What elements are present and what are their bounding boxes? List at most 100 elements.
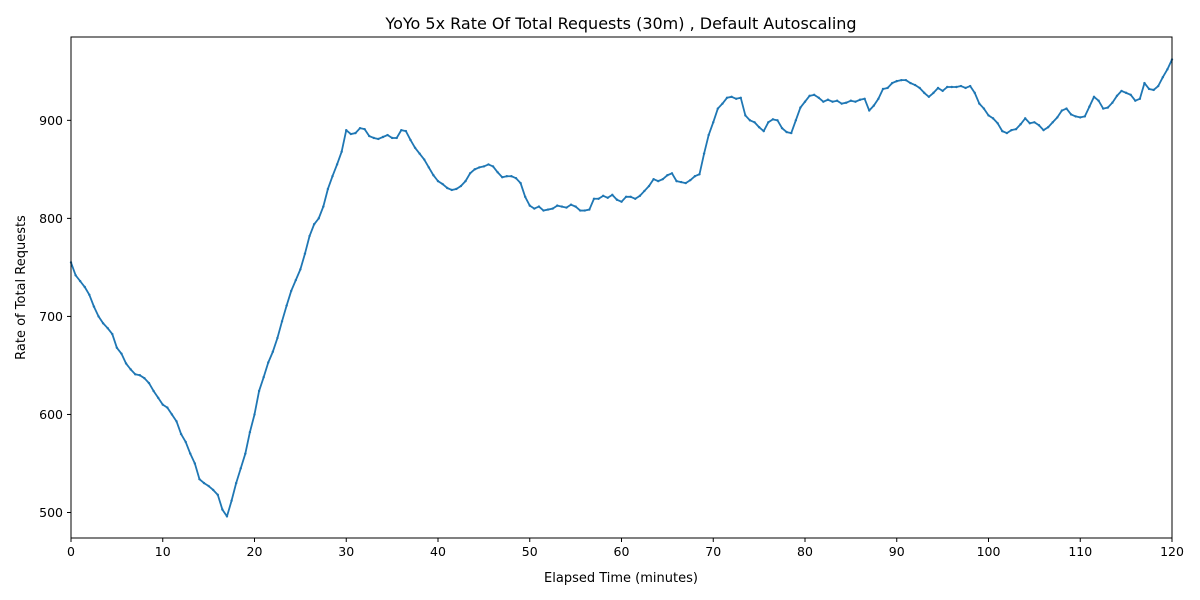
x-tick-label: 60 [614,544,630,559]
data-point [134,373,137,376]
data-point [432,174,435,177]
data-point [546,208,550,211]
data-point [1074,115,1077,118]
data-point [583,209,586,212]
data-point [666,174,669,177]
data-point [88,293,91,297]
data-point [936,86,940,90]
data-point [345,128,348,132]
data-point [1010,128,1013,132]
data-point [996,122,999,125]
data-point [322,205,325,208]
data-point [670,172,674,175]
data-point [436,179,440,183]
data-point [597,197,600,200]
data-point [1060,109,1064,112]
data-point [1014,127,1018,131]
data-point [941,89,944,93]
data-point [120,352,123,355]
data-point [1019,123,1022,126]
data-point [1005,131,1009,135]
data-point [973,91,976,95]
data-point [863,97,866,100]
data-point [1143,81,1146,85]
x-tick-label: 100 [977,544,1001,559]
data-point [363,127,366,131]
data-point [427,166,431,169]
data-point [913,83,917,87]
data-point [684,181,687,185]
data-point [230,499,233,502]
data-point [381,135,385,139]
data-point [450,188,453,192]
data-point [569,203,573,206]
data-point [285,304,288,307]
data-point [290,289,293,293]
data-point [92,305,96,308]
data-point [349,132,353,136]
data-point [193,462,197,465]
data-point [707,133,710,137]
x-tick-label: 40 [430,544,446,559]
data-point [1134,99,1137,102]
data-point [189,452,192,455]
data-point [624,195,628,199]
data-point [615,198,619,201]
data-point [170,413,174,416]
data-point [1042,128,1045,132]
data-point [799,106,802,109]
data-point [831,100,834,103]
data-point [1120,89,1123,93]
data-point [482,165,486,168]
data-point [331,175,334,178]
data-point [1079,116,1082,119]
data-point [835,99,839,102]
data-point [124,362,128,365]
x-axis-label: Elapsed Time (minutes) [544,571,698,586]
data-point [1166,68,1169,71]
data-point [294,278,297,282]
data-point [840,102,843,105]
data-point [1028,122,1031,125]
data-point [991,117,995,120]
data-point [253,413,256,416]
data-point [606,196,609,199]
data-point [326,187,330,191]
data-point [725,96,729,99]
data-point [812,93,816,97]
y-axis-label: Rate of Total Requests [14,215,29,360]
data-point [377,137,380,141]
data-point [647,184,651,188]
chart-title: YoYo 5x Rate Of Total Requests (30m) , D… [384,14,856,33]
data-point [262,376,265,379]
data-point [826,98,830,101]
data-point [753,121,756,124]
y-tick-label: 500 [39,505,63,520]
data-point [166,406,169,409]
y-axis: 500 600 700 800 900 [39,113,71,520]
data-point [74,274,77,277]
data-point [923,91,926,95]
data-point [904,78,908,82]
x-tick-label: 30 [338,544,354,559]
data-point [413,146,417,149]
data-point [643,189,646,193]
data-point [239,467,242,470]
data-point [982,107,986,110]
data-point [409,138,412,142]
data-point [909,81,912,85]
data-point [147,381,151,385]
data-point [803,100,807,103]
data-point [968,84,972,88]
data-point [464,179,467,183]
data-point [496,171,499,174]
x-axis: 0 10 20 30 40 50 60 70 80 90 100 110 120 [67,538,1184,559]
data-point [560,205,564,208]
data-point [523,195,527,199]
data-point [317,217,320,220]
data-point [221,508,224,511]
data-point [721,102,724,105]
data-point [501,176,504,179]
series-layer [69,58,1174,518]
data-point [638,194,642,198]
